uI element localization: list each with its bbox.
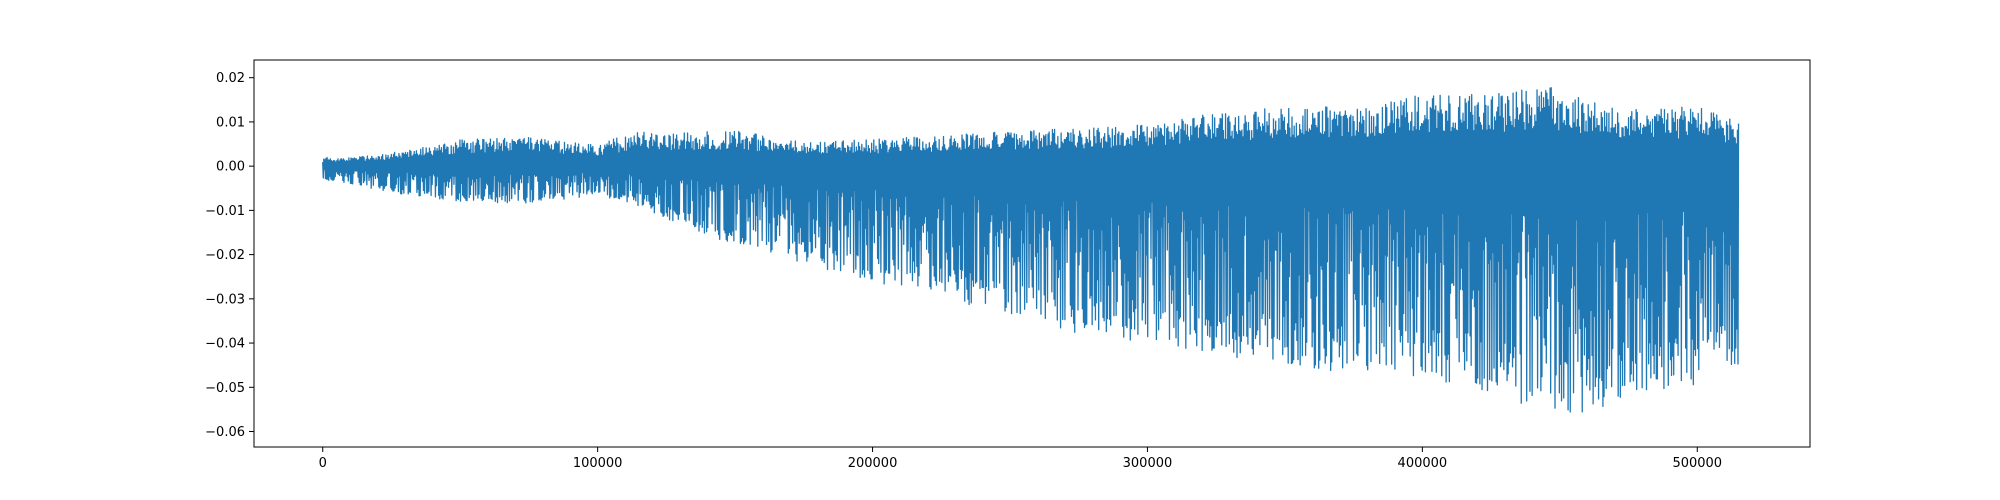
y-tick-label: 0.01 — [216, 115, 245, 130]
x-tick-label: 200000 — [848, 456, 898, 471]
y-tick-label: 0.00 — [216, 160, 245, 175]
y-tick-label: −0.03 — [205, 292, 245, 307]
x-tick-label: 0 — [319, 456, 327, 471]
x-tick-label: 300000 — [1123, 456, 1173, 471]
y-tick-label: −0.06 — [205, 425, 245, 440]
plot-area — [322, 87, 1740, 413]
y-tick-label: −0.01 — [205, 204, 245, 219]
plot-frame — [253, 59, 1811, 448]
y-tick-label: 0.02 — [216, 71, 245, 86]
series-line-0 — [322, 87, 1740, 413]
y-tick-label: −0.02 — [205, 248, 245, 263]
x-tick-label: 100000 — [573, 456, 623, 471]
axes: 0 100000 200000 300000 400000 500000 0.02 0.01 0… — [205, 59, 1811, 471]
y-tick-label: −0.05 — [205, 381, 245, 396]
x-tick-label: 400000 — [1398, 456, 1448, 471]
y-tick-label: −0.04 — [205, 337, 245, 352]
x-tick-label: 500000 — [1672, 456, 1722, 471]
